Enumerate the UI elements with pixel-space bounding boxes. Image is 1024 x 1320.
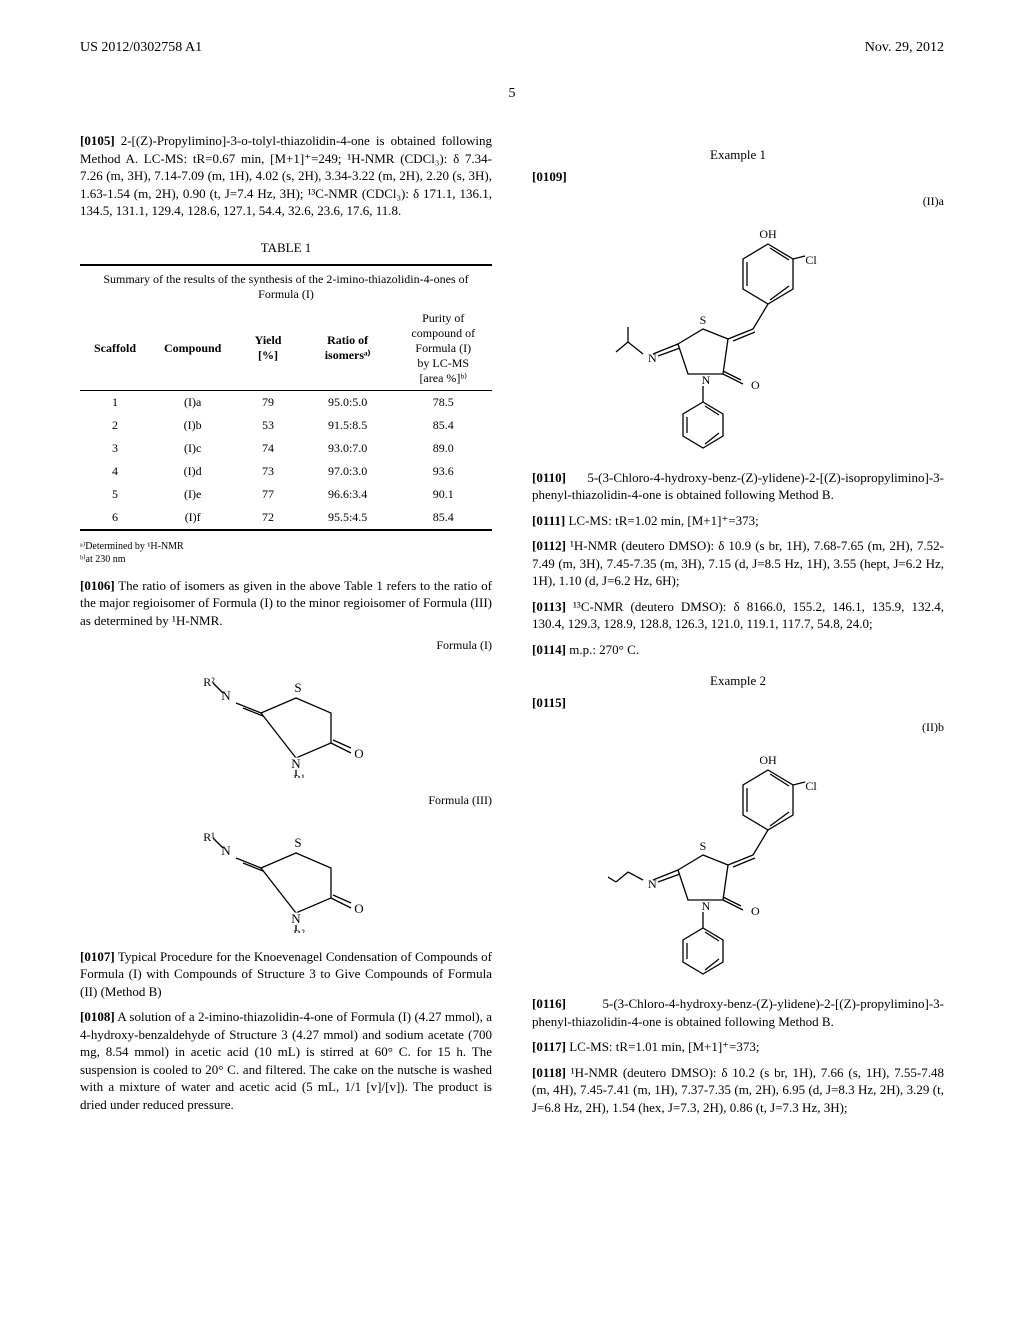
svg-text:Cl: Cl — [805, 253, 817, 267]
publication-date: Nov. 29, 2012 — [865, 40, 944, 56]
svg-text:R¹: R¹ — [203, 830, 215, 844]
svg-text:S: S — [700, 313, 707, 327]
table-header-row: Scaffold Compound Yield [%] Ratio of iso… — [80, 307, 492, 391]
table-row: 2(I)b5391.5:8.585.4 — [80, 414, 492, 437]
paragraph-0105: [0105] 2-[(Z)-Propylimino]-3-o-tolyl-thi… — [80, 132, 492, 220]
para-text: Typical Procedure for the Knoevenagel Co… — [80, 949, 492, 999]
two-column-layout: [0105] 2-[(Z)-Propylimino]-3-o-tolyl-thi… — [80, 132, 944, 1124]
table-row: 3(I)c7493.0:7.089.0 — [80, 437, 492, 460]
table-row: 4(I)d7397.0:3.093.6 — [80, 460, 492, 483]
para-num: [0114] — [532, 642, 566, 657]
para-num: [0110] — [532, 470, 566, 485]
svg-text:N: N — [291, 911, 301, 926]
para-num: [0109] — [532, 169, 567, 184]
svg-text:N: N — [648, 877, 657, 891]
paragraph-0107: [0107] Typical Procedure for the Knoeven… — [80, 948, 492, 1001]
table-row: 1(I)a7995.0:5.078.5 — [80, 390, 492, 414]
formula-label: Formula (III) — [80, 793, 492, 808]
para-text: ¹H-NMR (deutero DMSO): δ 10.2 (s br, 1H)… — [532, 1065, 944, 1115]
para-text: LC-MS: tR=1.01 min, [M+1]⁺=373; — [566, 1039, 760, 1054]
page-number: 5 — [80, 86, 944, 102]
col-header: Yield [%] — [235, 307, 300, 391]
svg-text:OH: OH — [759, 227, 777, 241]
svg-text:S: S — [294, 680, 301, 695]
col-header: Ratio of isomersᵃ⁾ — [301, 307, 395, 391]
svg-text:N: N — [702, 899, 711, 913]
right-column: Example 1 [0109] (II)a OH Cl — [532, 132, 944, 1124]
svg-text:N: N — [291, 756, 301, 771]
para-text: LC-MS: tR=1.02 min, [M+1]⁺=373; — [565, 513, 759, 528]
para-text: ¹³C-NMR (deutero DMSO): δ 8166.0, 155.2,… — [532, 599, 944, 632]
svg-text:O: O — [354, 901, 363, 916]
para-text: The ratio of isomers as given in the abo… — [80, 578, 492, 628]
paragraph-0113: [0113] ¹³C-NMR (deutero DMSO): δ 8166.0,… — [532, 598, 944, 633]
svg-text:R²: R² — [293, 927, 305, 933]
para-text: ¹H-NMR (deutero DMSO): δ 10.9 (s br, 1H)… — [532, 538, 944, 588]
paragraph-0115: [0115] — [532, 694, 944, 712]
svg-text:N: N — [221, 843, 231, 858]
table-footnote-b: ᵇ⁾at 230 nm — [80, 554, 492, 565]
para-num: [0112] — [532, 538, 566, 553]
table-1: Summary of the results of the synthesis … — [80, 264, 492, 531]
paragraph-0117: [0117] LC-MS: tR=1.01 min, [M+1]⁺=373; — [532, 1038, 944, 1056]
svg-text:R¹: R¹ — [293, 772, 305, 778]
chemical-structure-IIa: OH Cl S N — [532, 224, 944, 454]
para-num: [0107] — [80, 949, 115, 964]
svg-text:S: S — [700, 839, 707, 853]
para-num: [0111] — [532, 513, 565, 528]
para-text: 5-(3-Chloro-4-hydroxy-benz-(Z)-ylidene)-… — [532, 996, 944, 1029]
para-num: [0108] — [80, 1009, 115, 1024]
left-column: [0105] 2-[(Z)-Propylimino]-3-o-tolyl-thi… — [80, 132, 492, 1124]
formula-label: Formula (I) — [80, 638, 492, 653]
table-row: 6(I)f7295.5:4.585.4 — [80, 506, 492, 530]
chemical-structure-formula-I: S N R² N N R¹ O — [80, 668, 492, 778]
svg-text:N: N — [221, 688, 231, 703]
para-num: [0115] — [532, 695, 566, 710]
para-text: A solution of a 2-imino-thiazolidin-4-on… — [80, 1009, 492, 1112]
patent-number: US 2012/0302758 A1 — [80, 40, 202, 56]
para-num: [0105] — [80, 133, 115, 148]
col-header: Compound — [150, 307, 235, 391]
col-header: Scaffold — [80, 307, 150, 391]
para-text: 5-(3-Chloro-4-hydroxy-benz-(Z)-ylidene)-… — [532, 470, 944, 503]
paragraph-0112: [0112] ¹H-NMR (deutero DMSO): δ 10.9 (s … — [532, 537, 944, 590]
svg-text:N: N — [702, 373, 711, 387]
paragraph-0114: [0114] m.p.: 270° C. — [532, 641, 944, 659]
formula-label: (II)b — [532, 720, 944, 735]
paragraph-0118: [0118] ¹H-NMR (deutero DMSO): δ 10.2 (s … — [532, 1064, 944, 1117]
svg-text:S: S — [294, 835, 301, 850]
paragraph-0106: [0106] The ratio of isomers as given in … — [80, 577, 492, 630]
para-num: [0116] — [532, 996, 566, 1011]
para-num: [0118] — [532, 1065, 566, 1080]
svg-text:Cl: Cl — [805, 779, 817, 793]
chemical-structure-formula-III: S N R¹ N N R² O — [80, 823, 492, 933]
svg-text:O: O — [751, 378, 760, 392]
paragraph-0109: [0109] — [532, 168, 944, 186]
svg-text:OH: OH — [759, 753, 777, 767]
para-num: [0117] — [532, 1039, 566, 1054]
example-title: Example 2 — [532, 673, 944, 689]
paragraph-0116: [0116] 5-(3-Chloro-4-hydroxy-benz-(Z)-yl… — [532, 995, 944, 1030]
para-num: [0113] — [532, 599, 566, 614]
paragraph-0111: [0111] LC-MS: tR=1.02 min, [M+1]⁺=373; — [532, 512, 944, 530]
col-header: Purity of compound of Formula (I) by LC-… — [395, 307, 492, 391]
svg-text:N: N — [648, 351, 657, 365]
formula-label: (II)a — [532, 194, 944, 209]
table-label: TABLE 1 — [80, 240, 492, 256]
table-footnote-a: ᵃ⁾Determined by ¹H-NMR — [80, 541, 492, 552]
table-caption: Summary of the results of the synthesis … — [80, 268, 492, 307]
para-num: [0106] — [80, 578, 115, 593]
para-text: 2-[(Z)-Propylimino]-3-o-tolyl-thiazolidi… — [80, 133, 492, 218]
page-header: US 2012/0302758 A1 Nov. 29, 2012 — [80, 40, 944, 56]
svg-text:R²: R² — [203, 675, 215, 689]
paragraph-0108: [0108] A solution of a 2-imino-thiazolid… — [80, 1008, 492, 1113]
chemical-structure-IIb: OH Cl S N N O — [532, 750, 944, 980]
table-row: 5(I)e7796.6:3.490.1 — [80, 483, 492, 506]
svg-text:O: O — [751, 904, 760, 918]
para-text: m.p.: 270° C. — [566, 642, 639, 657]
svg-text:O: O — [354, 746, 363, 761]
example-title: Example 1 — [532, 147, 944, 163]
paragraph-0110: [0110] 5-(3-Chloro-4-hydroxy-benz-(Z)-yl… — [532, 469, 944, 504]
